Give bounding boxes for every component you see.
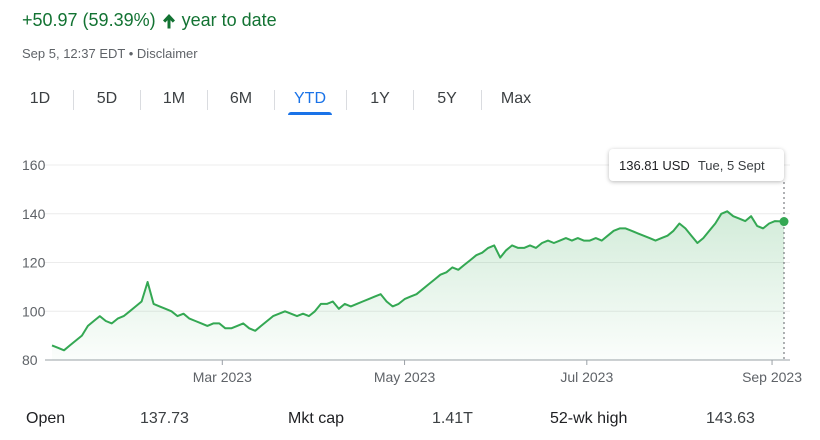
up-arrow-icon xyxy=(162,13,175,28)
price-tooltip: 136.81 USD Tue, 5 Sept xyxy=(609,149,784,181)
key-stats: Open 137.73 Mkt cap 1.41T 52-wk high 143… xyxy=(0,404,820,434)
x-tick-label: May 2023 xyxy=(374,369,436,385)
x-axis: Mar 2023 May 2023 Jul 2023 Sep 2023 xyxy=(193,360,802,385)
stat-value-mkt-cap: 1.41T xyxy=(432,410,473,427)
x-tick-label: Sep 2023 xyxy=(742,369,802,385)
disclaimer-link[interactable]: Disclaimer xyxy=(136,46,198,61)
tab-divider xyxy=(274,90,275,110)
y-tick-label: 80 xyxy=(22,352,38,368)
tooltip-date: Tue, 5 Sept xyxy=(697,157,765,173)
tab-divider xyxy=(207,90,208,110)
price-chart[interactable]: 80 100 120 140 160 Mar 2023 May 2023 Jul 2023 S… xyxy=(0,140,820,390)
tab-max[interactable]: Max xyxy=(500,90,532,107)
y-tick-label: 100 xyxy=(22,303,46,319)
timestamp: Sep 5, 12:37 EDT xyxy=(22,46,126,61)
y-tick-label: 160 xyxy=(22,157,46,173)
stat-value-open: 137.73 xyxy=(140,410,189,427)
price-line xyxy=(51,210,785,352)
tab-ytd[interactable]: YTD xyxy=(294,90,326,107)
stat-label-52wk-high: 52-wk high xyxy=(550,410,628,427)
stat-value-52wk-high: 143.63 xyxy=(706,410,755,427)
tab-5d[interactable]: 5D xyxy=(96,90,118,107)
x-tick-label: Mar 2023 xyxy=(193,369,252,385)
tab-divider xyxy=(140,90,141,110)
tab-6m[interactable]: 6M xyxy=(229,90,253,107)
active-tab-indicator xyxy=(288,112,332,115)
y-tick-label: 120 xyxy=(22,255,46,271)
timestamp-line: Sep 5, 12:37 EDT • Disclaimer xyxy=(22,46,198,61)
tab-1m[interactable]: 1M xyxy=(162,90,186,107)
period-label: year to date xyxy=(181,10,277,30)
tooltip-price: 136.81 USD xyxy=(619,157,690,173)
y-axis: 80 100 120 140 160 xyxy=(22,157,46,368)
tab-5y[interactable]: 5Y xyxy=(437,90,457,107)
x-tick-label: Jul 2023 xyxy=(560,369,613,385)
price-change-summary: +50.97 (59.39%) year to date xyxy=(22,10,277,31)
stat-label-open: Open xyxy=(26,410,66,427)
price-change-value: +50.97 (59.39%) xyxy=(22,10,156,30)
tab-divider xyxy=(73,90,74,110)
tab-divider xyxy=(481,90,482,110)
stat-label-mkt-cap: Mkt cap xyxy=(288,410,345,427)
tab-divider xyxy=(413,90,414,110)
y-tick-label: 140 xyxy=(22,206,46,222)
tab-divider xyxy=(346,90,347,110)
price-area-fill xyxy=(52,211,784,360)
tab-1y[interactable]: 1Y xyxy=(370,90,390,107)
current-price-dot xyxy=(779,217,789,227)
separator-dot: • xyxy=(128,46,134,61)
range-tabs: 1D 5D 1M 6M YTD 1Y 5Y Max xyxy=(0,84,560,118)
tab-1d[interactable]: 1D xyxy=(29,90,51,107)
